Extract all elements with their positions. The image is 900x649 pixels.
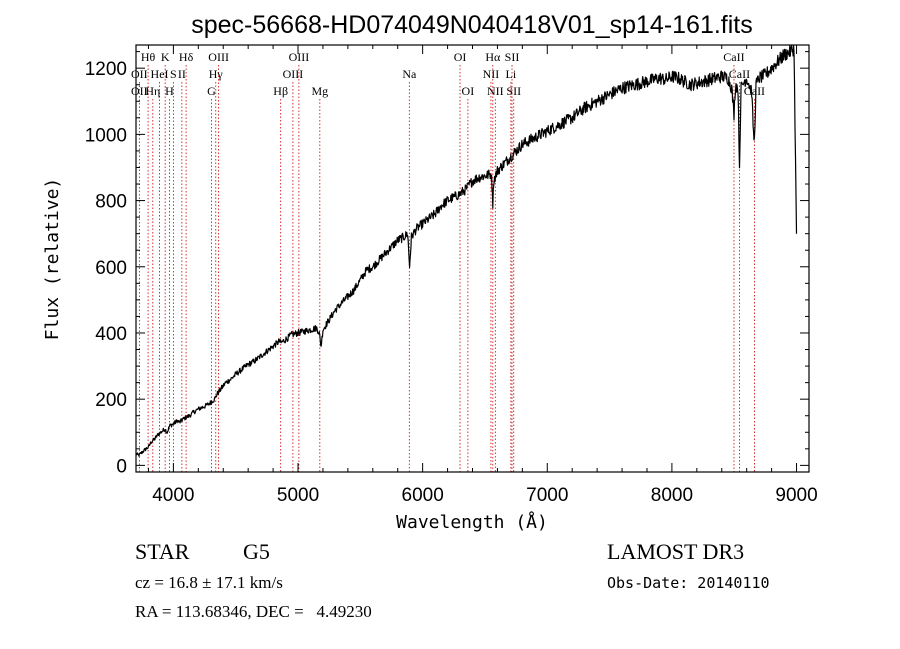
chart-title: spec-56668-HD074049N040418V01_sp14-161.f…: [191, 11, 753, 39]
sky-coordinates: RA = 113.68346, DEC = 4.49230: [135, 602, 372, 621]
flux-series-line: [135, 44, 798, 457]
line-label-6: Hα: [485, 50, 501, 64]
line-label-1: K: [161, 50, 170, 64]
object-class: STAR: [135, 539, 190, 564]
y-tick-label-0: 0: [116, 456, 127, 477]
line-label-18: CaII: [729, 67, 750, 81]
line-label-28: CaII: [744, 84, 765, 98]
x-axis-label: Wavelength (Å): [396, 511, 548, 533]
y-tick-label-1: 200: [95, 390, 127, 411]
x-tick-label-3: 7000: [526, 485, 568, 506]
line-label-9: OII: [131, 67, 148, 81]
line-label-2: Hδ: [179, 50, 194, 64]
line-label-11: S: [170, 67, 177, 81]
spectral-subclass: G5: [243, 539, 270, 564]
line-label-7: SII: [505, 50, 520, 64]
survey-name: LAMOST DR3: [607, 539, 745, 564]
x-tick-label-4: 8000: [651, 485, 693, 506]
y-tick-label-5: 1000: [85, 125, 127, 146]
line-label-0: Hθ: [141, 50, 156, 64]
axis-ticks: 4000 5000 6000 7000 8000 9000 0 200 400 600 800 100…: [85, 45, 818, 506]
x-tick-label-2: 6000: [402, 485, 444, 506]
plot-frame: [135, 44, 810, 473]
line-label-26: NII: [487, 84, 504, 98]
line-label-19: OII: [131, 84, 148, 98]
line-label-5: OI: [454, 50, 467, 64]
line-label-17: Li: [506, 67, 517, 81]
line-label-16: NII: [483, 67, 500, 81]
line-label-27: SII: [506, 84, 521, 98]
y-tick-label-2: 400: [95, 324, 127, 345]
line-label-23: Hβ: [273, 84, 288, 98]
redshift-velocity: cz = 16.8 ± 17.1 km/s: [135, 573, 283, 592]
line-label-14: OIII: [283, 67, 304, 81]
spectrum-plot: spec-56668-HD074049N040418V01_sp14-161.f…: [42, 11, 818, 533]
line-label-15: Na: [402, 67, 417, 81]
line-label-12: II: [178, 67, 186, 81]
x-tick-label-1: 5000: [277, 485, 319, 506]
line-label-3: OIII: [208, 50, 229, 64]
y-tick-label-4: 800: [95, 192, 127, 213]
y-axis-label: Flux (relative): [42, 178, 63, 341]
line-label-4: OIII: [289, 50, 310, 64]
line-label-22: G: [207, 84, 216, 98]
line-label-24: Mg: [311, 84, 328, 98]
y-tick-label-3: 600: [95, 258, 127, 279]
line-label-8: CaII: [723, 50, 744, 64]
line-label-13: Hγ: [209, 67, 224, 81]
observation-date: Obs-Date: 20140110: [607, 574, 770, 592]
x-tick-label-5: 9000: [775, 485, 817, 506]
line-label-25: OI: [462, 84, 475, 98]
y-tick-label-6: 1200: [85, 59, 127, 80]
line-label-20: Hη: [145, 84, 160, 98]
line-label-21: H: [165, 84, 174, 98]
x-tick-label-0: 4000: [152, 485, 194, 506]
line-label-10: HeI: [151, 67, 169, 81]
